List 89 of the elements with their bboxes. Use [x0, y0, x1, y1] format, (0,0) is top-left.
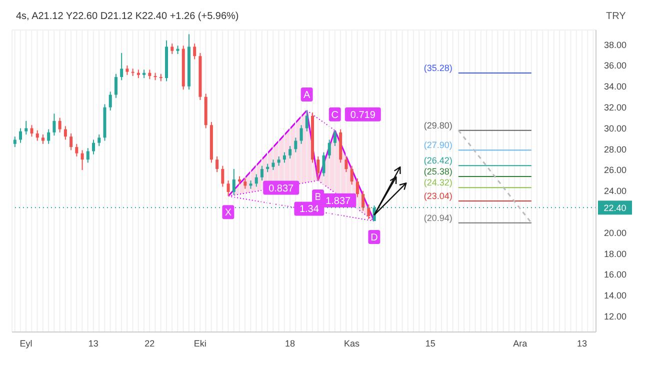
- y-axis-title: TRY: [606, 11, 626, 22]
- candlestick: [260, 165, 264, 181]
- y-tick-label: 16.00: [604, 270, 627, 280]
- ref-line-label: (35.28): [424, 63, 452, 74]
- candlestick: [333, 130, 336, 146]
- ref-line-label: (20.94): [424, 212, 452, 223]
- ref-line-label: (25.38): [424, 166, 452, 177]
- candlestick: [244, 178, 247, 190]
- candlestick: [193, 43, 196, 60]
- candlestick: [367, 204, 370, 220]
- x-tick-label: Ara: [513, 338, 528, 348]
- candlestick: [70, 132, 73, 151]
- candlestick: [148, 69, 152, 80]
- candlestick: [226, 180, 230, 197]
- candlestick: [30, 124, 34, 138]
- candlestick: [52, 113, 56, 136]
- candlestick: [305, 110, 308, 132]
- candlestick: [272, 159, 275, 171]
- y-tick-label: 18.00: [604, 248, 627, 259]
- x-tick-label: Kas: [344, 338, 360, 348]
- ref-line-label: (23.04): [424, 190, 452, 201]
- ref-line-label: 22.40: [604, 203, 626, 214]
- candlestick: [58, 117, 62, 133]
- y-tick-label: 30.00: [604, 123, 627, 134]
- annotation: 0.837: [268, 183, 294, 194]
- annotation: A: [303, 90, 310, 101]
- annotation: B: [314, 192, 322, 203]
- y-tick-label: 28.00: [604, 144, 627, 154]
- x-tick-label: 13: [576, 338, 587, 348]
- candlestick: [98, 134, 101, 146]
- candlestick: [362, 190, 365, 212]
- candlestick: [254, 174, 258, 188]
- annotation: 1.837: [326, 196, 352, 207]
- candlestick: [294, 137, 298, 153]
- y-tick-label: 34.00: [604, 82, 627, 92]
- chart-title: 4s, A21.12 Y22.60 D21.12 K22.40 +1.26 (+5.96%): [16, 11, 239, 22]
- candlestick: [170, 43, 174, 55]
- candlestick: [13, 136, 16, 148]
- x-tick-label: Eyl: [20, 338, 32, 348]
- annotation: D: [370, 232, 378, 244]
- candlestick: [356, 178, 359, 198]
- annotation: X: [224, 208, 232, 219]
- candlestick: [131, 68, 134, 76]
- x-tick-label: Eki: [194, 338, 206, 348]
- candlestick: [300, 124, 303, 144]
- candlestick: [120, 52, 124, 81]
- candlestick: [316, 156, 320, 181]
- ref-line-label: (27.90): [424, 140, 452, 150]
- ref-line-label: (29.80): [424, 120, 452, 130]
- candlestick: [64, 126, 67, 140]
- annotation: 1.34: [299, 204, 320, 216]
- candlestick: [92, 139, 96, 155]
- candlestick: [216, 156, 219, 173]
- candlestick: [277, 156, 280, 166]
- candlestick: [108, 91, 112, 111]
- x-tick-label: 15: [425, 338, 436, 348]
- candlestick: [328, 139, 331, 160]
- candlestick: [344, 156, 348, 173]
- x-tick-label: 22: [144, 338, 155, 348]
- candlestick: [75, 143, 78, 157]
- x-tick-label: 13: [88, 338, 98, 348]
- annotation: C: [331, 110, 338, 121]
- candlestick: [41, 134, 44, 144]
- candlestick: [86, 148, 90, 164]
- annotation: 0.719: [350, 110, 376, 121]
- ref-line-label: (24.32): [424, 178, 452, 188]
- candlestick: [47, 128, 50, 144]
- candlestick: [126, 65, 129, 76]
- candlestick: [288, 145, 292, 160]
- candlestick: [24, 120, 28, 135]
- y-tick-label: 38.00: [604, 40, 627, 50]
- ref-line-label: (26.42): [424, 156, 452, 166]
- x-tick-label: 18: [284, 338, 295, 348]
- candlestick: [19, 128, 22, 144]
- candlestick: [114, 73, 118, 98]
- y-tick-label: 36.00: [604, 60, 627, 71]
- candlestick: [80, 150, 84, 171]
- y-tick-label: 12.00: [604, 312, 627, 322]
- y-tick-label: 32.00: [604, 102, 627, 113]
- candlestick: [322, 152, 326, 177]
- y-tick-label: 24.00: [604, 186, 627, 196]
- candlestick: [36, 130, 39, 142]
- candlestick: [232, 168, 236, 196]
- candlestick: [282, 152, 286, 164]
- candlestick: [221, 165, 224, 188]
- candlestick: [350, 165, 354, 186]
- y-tick-label: 20.00: [604, 228, 627, 238]
- y-tick-label: 26.00: [604, 165, 627, 176]
- y-tick-label: 14.00: [604, 290, 627, 301]
